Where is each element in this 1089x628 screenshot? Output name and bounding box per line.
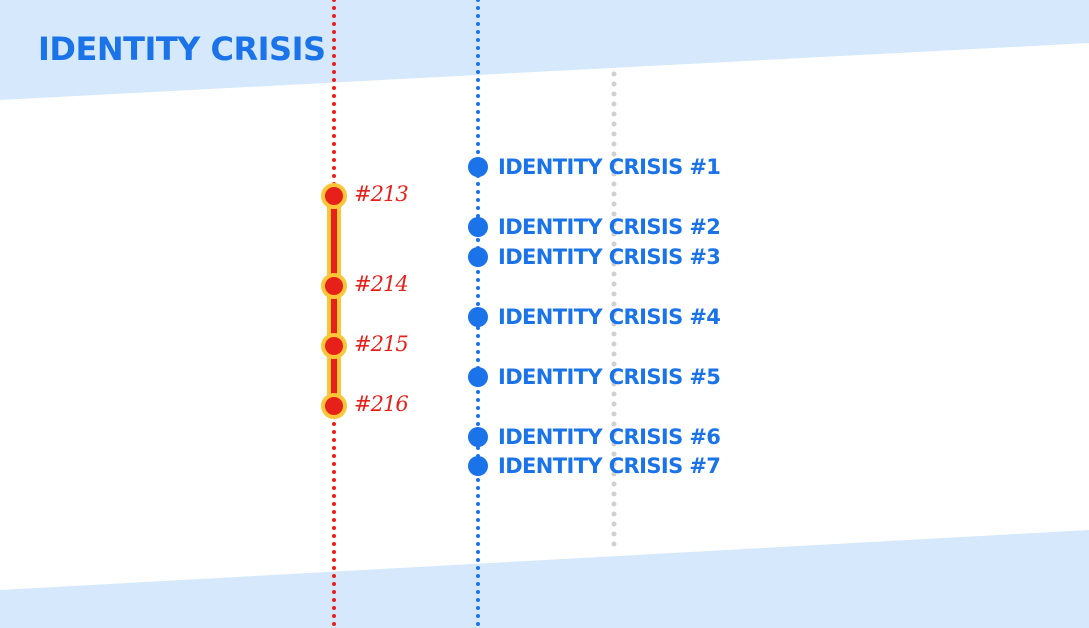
main-issue-label: IDENTITY CRISIS #6 <box>498 425 721 449</box>
main-issue-label: IDENTITY CRISIS #2 <box>498 215 721 239</box>
tie-in-issue-label: #216 <box>354 392 409 417</box>
main-issue-marker <box>468 307 488 327</box>
main-issue-label: IDENTITY CRISIS #4 <box>498 305 721 329</box>
tie-in-issue-marker <box>321 393 347 419</box>
main-issue-label: IDENTITY CRISIS #3 <box>498 245 721 269</box>
main-issue-label: IDENTITY CRISIS #7 <box>498 454 721 478</box>
main-issue-label: IDENTITY CRISIS #1 <box>498 155 721 179</box>
main-issue-marker <box>468 217 488 237</box>
tie-in-issue-marker <box>321 273 347 299</box>
header-band <box>0 0 1089 100</box>
tie-in-issue-label: #214 <box>354 272 409 297</box>
main-issue-marker <box>468 367 488 387</box>
tie-in-issue-marker <box>321 333 347 359</box>
tie-in-issue-label: #215 <box>354 332 409 357</box>
main-issue-marker <box>468 247 488 267</box>
main-issue-marker <box>468 157 488 177</box>
main-issue-label: IDENTITY CRISIS #5 <box>498 365 721 389</box>
tie-in-issue-marker <box>321 183 347 209</box>
main-issue-marker <box>468 456 488 476</box>
footer-band <box>0 530 1089 628</box>
tie-in-issue-label: #213 <box>354 182 409 207</box>
page-title: IDENTITY CRISIS <box>38 30 326 68</box>
main-issue-marker <box>468 427 488 447</box>
